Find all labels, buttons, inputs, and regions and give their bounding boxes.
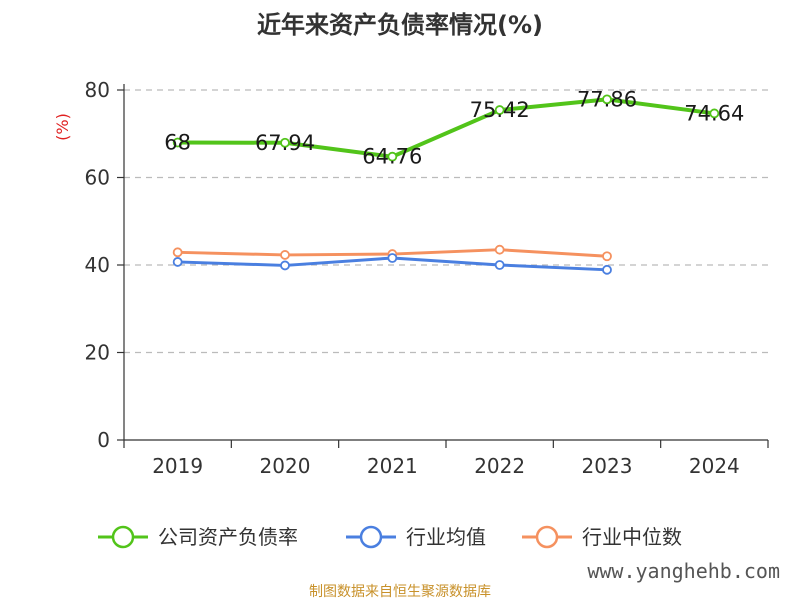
chart-title: 近年来资产负债率情况(%) [257,11,543,39]
series-point-1 [494,260,505,270]
y-tick-label: 60 [85,166,110,190]
data-label: 68 [164,131,191,155]
series-point-0 [494,105,505,115]
legend-marker-1 [359,525,383,549]
watermark: www.yanghehb.com [587,559,780,583]
x-tick-label: 2024 [689,454,740,478]
series-point-0 [280,137,290,148]
series-point-1 [280,260,290,271]
series-line-0 [175,97,717,159]
y-tick-label: 20 [85,341,110,365]
series-point-2 [172,247,183,258]
data-label: 74.64 [684,101,744,125]
data-label: 75.42 [470,98,530,122]
series-point-0 [387,151,398,162]
series-point-0 [602,94,612,105]
x-tick-labels: 2019 2020 2021 2022 2023 2024 [152,454,740,478]
series-point-0 [172,137,183,148]
source-note: 制图数据来自恒生聚源数据库 [309,584,491,600]
data-label: 67.94 [255,131,315,155]
legend-marker-0 [111,525,135,549]
x-tick-label: 2023 [582,454,633,478]
data-labels: 68 67.94 64.76 75.42 77.86 74.64 [164,87,744,168]
x-tick-label: 2022 [474,454,525,478]
series-point-1 [387,253,398,263]
x-tick-label: 2020 [260,454,311,478]
legend-label-0: 公司资产负债率 [158,525,298,549]
series-point-2 [602,251,612,262]
series-point-0 [709,108,720,119]
series-point-2 [494,244,505,255]
grid-lines [124,89,768,354]
series-point-1 [172,257,183,267]
y-tick-label: 40 [85,253,110,277]
y-tick-labels: 0 20 40 60 80 [85,78,110,452]
y-axis-label: (%) [53,113,72,141]
y-tick-label: 80 [85,78,110,102]
axes [117,84,769,448]
legend-label-2: 行业中位数 [582,525,682,549]
legend: 公司资产负债率 行业均值 行业中位数 [98,525,682,549]
series-group [172,94,720,275]
series-point-2 [280,250,290,260]
x-tick-label: 2019 [152,454,203,478]
data-label: 77.86 [577,87,637,111]
legend-label-1: 行业均值 [406,525,486,549]
x-tick-label: 2021 [367,454,418,478]
data-label: 64.76 [362,145,422,169]
legend-marker-2 [535,525,559,549]
series-point-1 [602,264,612,275]
y-tick-label: 0 [97,428,110,452]
